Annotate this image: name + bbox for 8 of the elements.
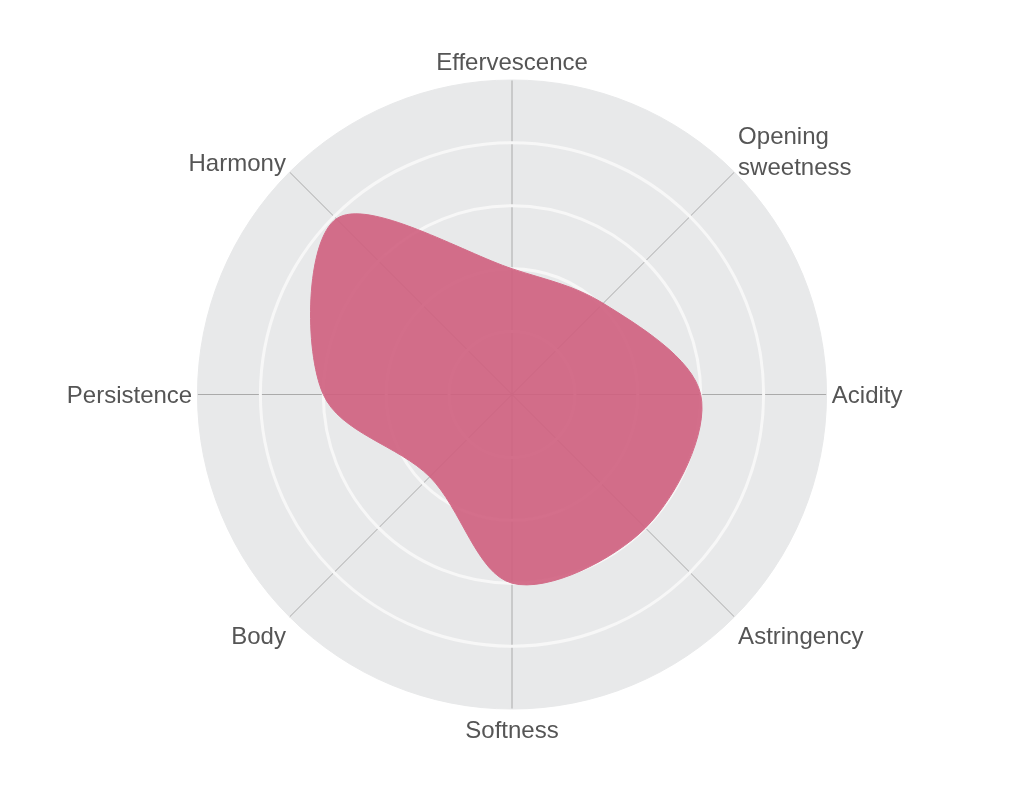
spoke-label: Softness (465, 716, 559, 744)
spoke-label: Opening sweetness (738, 122, 852, 181)
spoke-label: Harmony (188, 148, 286, 176)
spoke-label: Persistence (66, 380, 193, 408)
spoke-label: Acidity (831, 380, 903, 408)
spoke-label: Body (231, 621, 286, 649)
spoke-label: Effervescence (436, 47, 588, 75)
spoke-label: Astringency (738, 621, 864, 649)
